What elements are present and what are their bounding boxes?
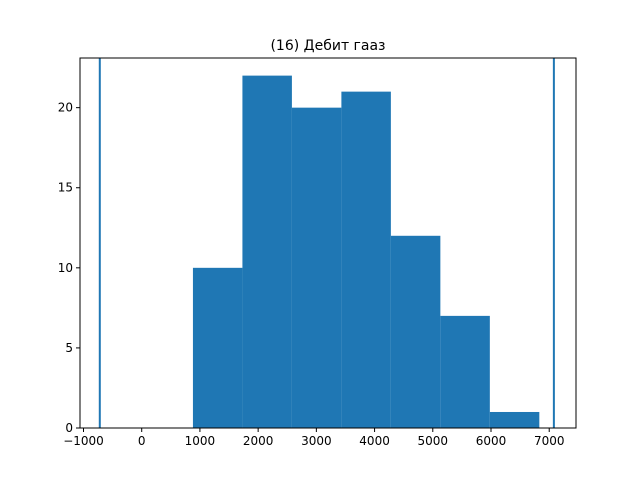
x-tick-label: 4000: [359, 434, 390, 448]
x-tick-label: 0: [138, 434, 146, 448]
histogram-bar-4: [390, 235, 441, 428]
y-tick-label: 5: [65, 341, 73, 355]
reference-lines-layer: [98, 58, 555, 428]
x-tick-label: 2000: [243, 434, 274, 448]
histogram-bar-3: [341, 91, 391, 429]
histogram-bar-2: [291, 107, 342, 428]
x-tick-label: 1000: [185, 434, 216, 448]
x-tick-label: 6000: [476, 434, 507, 448]
histogram-bar-0: [192, 267, 243, 428]
x-tick-label: 7000: [534, 434, 565, 448]
axes-frame: [79, 57, 577, 429]
histogram-bar-6: [489, 411, 540, 428]
y-tick-label: 20: [58, 101, 73, 115]
y-axis-ticks: 0 5 10 15 20: [58, 101, 80, 435]
x-axis-ticks: −1000 0 1000 2000 3000 4000 5000 6000 7000: [63, 428, 564, 448]
y-tick-label: 10: [58, 261, 73, 275]
y-tick-label: 15: [58, 181, 73, 195]
bars-layer: [192, 75, 540, 429]
histogram-bar-1: [242, 75, 292, 428]
x-tick-label: 5000: [418, 434, 449, 448]
x-tick-label: −1000: [63, 434, 104, 448]
x-tick-label: 3000: [301, 434, 332, 448]
y-tick-label: 0: [65, 421, 73, 435]
histogram-bar-5: [440, 315, 490, 428]
chart-title: (16) Дебит гааз: [270, 38, 385, 54]
